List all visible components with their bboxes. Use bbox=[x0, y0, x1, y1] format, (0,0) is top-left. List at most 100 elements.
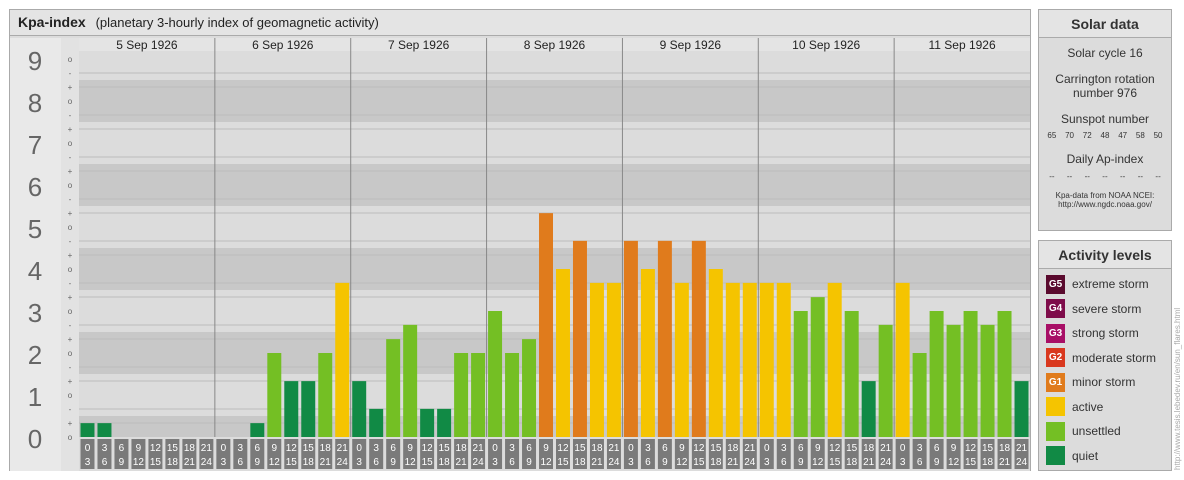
sub-tick-label: o bbox=[68, 223, 73, 232]
activity-level-label: severe storm bbox=[1072, 301, 1142, 316]
interval-end-label: 3 bbox=[85, 457, 91, 468]
kp-bar bbox=[335, 282, 350, 437]
kp-bar bbox=[369, 408, 384, 437]
credit-link[interactable]: http://www.tesis.lebedev.ru/en/sun_flare… bbox=[1173, 307, 1182, 470]
interval-box bbox=[572, 439, 587, 469]
interval-box bbox=[878, 439, 893, 469]
interval-box bbox=[776, 439, 791, 469]
interval-box bbox=[403, 439, 418, 469]
interval-box bbox=[505, 439, 520, 469]
sub-tick-label: + bbox=[68, 335, 73, 344]
interval-box bbox=[589, 439, 604, 469]
interval-start-label: 3 bbox=[509, 443, 515, 454]
interval-box bbox=[606, 439, 621, 469]
interval-start-label: 12 bbox=[829, 443, 841, 454]
sub-tick-label: + bbox=[68, 83, 73, 92]
sub-tick-label: - bbox=[69, 153, 72, 162]
activity-level-swatch bbox=[1046, 421, 1065, 441]
sunspot-value: 50 bbox=[1153, 131, 1163, 140]
sub-tick-label: - bbox=[69, 279, 72, 288]
sub-tick-label: o bbox=[68, 265, 73, 274]
sub-tick-label: - bbox=[69, 321, 72, 330]
kp-bar bbox=[640, 269, 655, 437]
activity-level-item: G3 strong storm bbox=[1039, 321, 1171, 346]
interval-end-label: 18 bbox=[167, 457, 179, 468]
interval-end-label: 3 bbox=[356, 457, 362, 468]
sub-tick-label: o bbox=[68, 139, 73, 148]
sub-tick-label: + bbox=[68, 377, 73, 386]
sub-tick-label: - bbox=[69, 405, 72, 414]
y-axis-tick-label: 6 bbox=[28, 172, 42, 202]
interval-box bbox=[148, 439, 163, 469]
interval-end-label: 24 bbox=[608, 457, 620, 468]
kp-bar bbox=[403, 324, 418, 437]
interval-start-label: 12 bbox=[150, 443, 162, 454]
chart-title: Kpa-index bbox=[18, 14, 86, 30]
interval-start-label: 9 bbox=[543, 443, 549, 454]
ap-value: -- bbox=[1049, 172, 1055, 181]
sub-tick-label: o bbox=[68, 307, 73, 316]
activity-level-swatch: G5 bbox=[1046, 274, 1065, 294]
interval-end-label: 3 bbox=[628, 457, 634, 468]
sunspot-values: 65 70 72 48 47 58 50 bbox=[1039, 131, 1171, 140]
interval-start-label: 21 bbox=[608, 443, 620, 454]
kp-bar bbox=[657, 240, 672, 437]
interval-end-label: 24 bbox=[744, 457, 756, 468]
interval-start-label: 18 bbox=[591, 443, 603, 454]
y-axis-tick-label: 2 bbox=[28, 340, 42, 370]
solar-data-panel: Solar data Solar cycle 16 Carrington rot… bbox=[1038, 9, 1172, 231]
kp-bar bbox=[759, 282, 774, 437]
activity-level-swatch bbox=[1046, 446, 1065, 466]
kp-bar bbox=[97, 423, 112, 437]
y-axis-tick-label: 1 bbox=[28, 382, 42, 412]
kp-bar bbox=[912, 353, 927, 437]
interval-start-label: 3 bbox=[373, 443, 379, 454]
sub-tick-label: o bbox=[68, 349, 73, 358]
kp-bar bbox=[301, 381, 316, 437]
data-source-link[interactable]: http://www.ngdc.noaa.gov/ bbox=[1058, 200, 1152, 209]
interval-end-label: 6 bbox=[373, 457, 379, 468]
y-axis-tick-label: 0 bbox=[28, 424, 42, 454]
interval-start-label: 6 bbox=[119, 443, 125, 454]
interval-end-label: 21 bbox=[999, 457, 1011, 468]
sub-tick-label: o bbox=[68, 433, 73, 442]
interval-start-label: 3 bbox=[917, 443, 923, 454]
day-label: 6 Sep 1926 bbox=[252, 38, 314, 52]
kp-bar bbox=[437, 408, 452, 437]
interval-box bbox=[386, 439, 401, 469]
interval-start-label: 15 bbox=[710, 443, 722, 454]
interval-box bbox=[284, 439, 299, 469]
interval-box bbox=[301, 439, 316, 469]
interval-start-label: 18 bbox=[320, 443, 332, 454]
sunspot-value: 72 bbox=[1082, 131, 1092, 140]
kp-bar bbox=[454, 353, 469, 437]
interval-box bbox=[827, 439, 842, 469]
kp-band bbox=[79, 80, 1030, 122]
interval-end-label: 18 bbox=[846, 457, 858, 468]
solar-data-title: Solar data bbox=[1039, 10, 1171, 38]
interval-end-label: 18 bbox=[710, 457, 722, 468]
interval-box bbox=[640, 439, 655, 469]
interval-box bbox=[471, 439, 486, 469]
interval-end-label: 21 bbox=[184, 457, 196, 468]
activity-level-label: active bbox=[1072, 399, 1104, 414]
interval-end-label: 6 bbox=[509, 457, 515, 468]
interval-start-label: 6 bbox=[526, 443, 532, 454]
y-axis-tick-label: 5 bbox=[28, 214, 42, 244]
kp-band bbox=[79, 48, 1030, 80]
chart-subtitle: (planetary 3-hourly index of geomagnetic… bbox=[95, 15, 379, 30]
interval-start-label: 15 bbox=[574, 443, 586, 454]
interval-start-label: 21 bbox=[337, 443, 349, 454]
interval-start-label: 21 bbox=[1016, 443, 1028, 454]
kp-bar bbox=[827, 282, 842, 437]
kp-band bbox=[79, 206, 1030, 248]
interval-box bbox=[233, 439, 248, 469]
interval-end-label: 15 bbox=[286, 457, 298, 468]
interval-box bbox=[708, 439, 723, 469]
interval-end-label: 9 bbox=[390, 457, 396, 468]
interval-box bbox=[199, 439, 214, 469]
day-label: 8 Sep 1926 bbox=[524, 38, 586, 52]
interval-start-label: 0 bbox=[492, 443, 498, 454]
kp-bar bbox=[589, 282, 604, 437]
interval-end-label: 9 bbox=[934, 457, 940, 468]
